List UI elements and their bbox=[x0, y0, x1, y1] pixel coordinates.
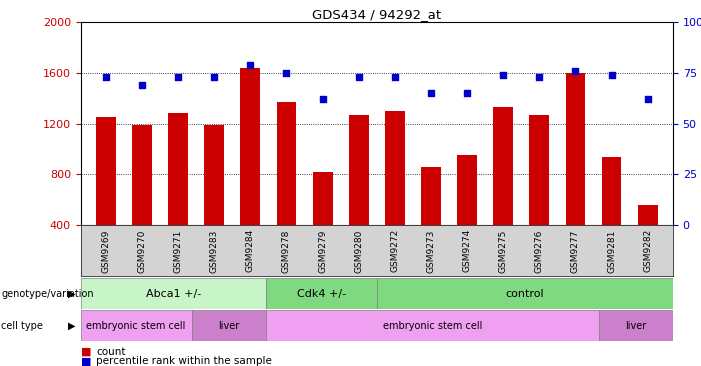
Text: genotype/variation: genotype/variation bbox=[1, 289, 94, 299]
Point bbox=[426, 90, 437, 96]
Bar bbox=[266, 278, 377, 309]
Bar bbox=[566, 73, 585, 225]
Text: GSM9274: GSM9274 bbox=[463, 229, 472, 272]
Text: GSM9280: GSM9280 bbox=[354, 229, 363, 273]
Point bbox=[245, 62, 256, 68]
Text: GSM9276: GSM9276 bbox=[535, 229, 544, 273]
Text: GSM9277: GSM9277 bbox=[571, 229, 580, 273]
Text: GSM9271: GSM9271 bbox=[174, 229, 183, 273]
Text: embryonic stem cell: embryonic stem cell bbox=[86, 321, 186, 330]
Text: cell type: cell type bbox=[1, 321, 43, 330]
Point bbox=[172, 74, 184, 80]
Bar bbox=[421, 167, 441, 225]
Point bbox=[461, 90, 472, 96]
Bar bbox=[529, 115, 550, 225]
Bar bbox=[601, 157, 622, 225]
Text: GSM9282: GSM9282 bbox=[644, 229, 652, 272]
Point bbox=[137, 82, 148, 88]
Text: GSM9272: GSM9272 bbox=[390, 229, 400, 272]
Bar bbox=[191, 310, 266, 341]
Bar bbox=[81, 310, 191, 341]
Point bbox=[498, 72, 509, 78]
Bar bbox=[638, 205, 658, 225]
Text: GSM9283: GSM9283 bbox=[210, 229, 219, 273]
Title: GDS434 / 94292_at: GDS434 / 94292_at bbox=[312, 8, 442, 21]
Point bbox=[353, 74, 365, 80]
Text: percentile rank within the sample: percentile rank within the sample bbox=[96, 356, 272, 366]
Bar bbox=[240, 68, 260, 225]
Text: ■: ■ bbox=[81, 347, 91, 357]
Point bbox=[209, 74, 220, 80]
Bar bbox=[168, 113, 188, 225]
Bar bbox=[204, 126, 224, 225]
Text: GSM9269: GSM9269 bbox=[102, 229, 110, 273]
Text: GSM9270: GSM9270 bbox=[137, 229, 147, 273]
Bar bbox=[494, 107, 513, 225]
Text: GSM9281: GSM9281 bbox=[607, 229, 616, 273]
Point bbox=[281, 70, 292, 76]
Point bbox=[317, 96, 328, 102]
Text: ▶: ▶ bbox=[68, 289, 76, 299]
Text: liver: liver bbox=[218, 321, 239, 330]
Text: GSM9278: GSM9278 bbox=[282, 229, 291, 273]
Bar bbox=[457, 155, 477, 225]
Text: liver: liver bbox=[625, 321, 646, 330]
Bar bbox=[96, 117, 116, 225]
Bar bbox=[385, 111, 404, 225]
Text: control: control bbox=[505, 289, 544, 299]
Point bbox=[100, 74, 111, 80]
Bar bbox=[266, 310, 599, 341]
Bar bbox=[277, 102, 297, 225]
Bar bbox=[81, 278, 266, 309]
Text: GSM9275: GSM9275 bbox=[498, 229, 508, 273]
Point bbox=[570, 68, 581, 74]
Point bbox=[533, 74, 545, 80]
Bar bbox=[349, 115, 369, 225]
Bar bbox=[599, 310, 673, 341]
Text: Abca1 +/-: Abca1 +/- bbox=[146, 289, 200, 299]
Text: embryonic stem cell: embryonic stem cell bbox=[383, 321, 482, 330]
Text: GSM9273: GSM9273 bbox=[426, 229, 435, 273]
Point bbox=[389, 74, 400, 80]
Text: Cdk4 +/-: Cdk4 +/- bbox=[297, 289, 346, 299]
Point bbox=[606, 72, 617, 78]
Bar bbox=[377, 278, 673, 309]
Point bbox=[642, 96, 653, 102]
Text: GSM9284: GSM9284 bbox=[246, 229, 255, 272]
Text: ■: ■ bbox=[81, 356, 91, 366]
Bar bbox=[313, 172, 332, 225]
Text: GSM9279: GSM9279 bbox=[318, 229, 327, 273]
Text: count: count bbox=[96, 347, 125, 357]
Bar bbox=[132, 125, 152, 225]
Text: ▶: ▶ bbox=[68, 321, 76, 330]
